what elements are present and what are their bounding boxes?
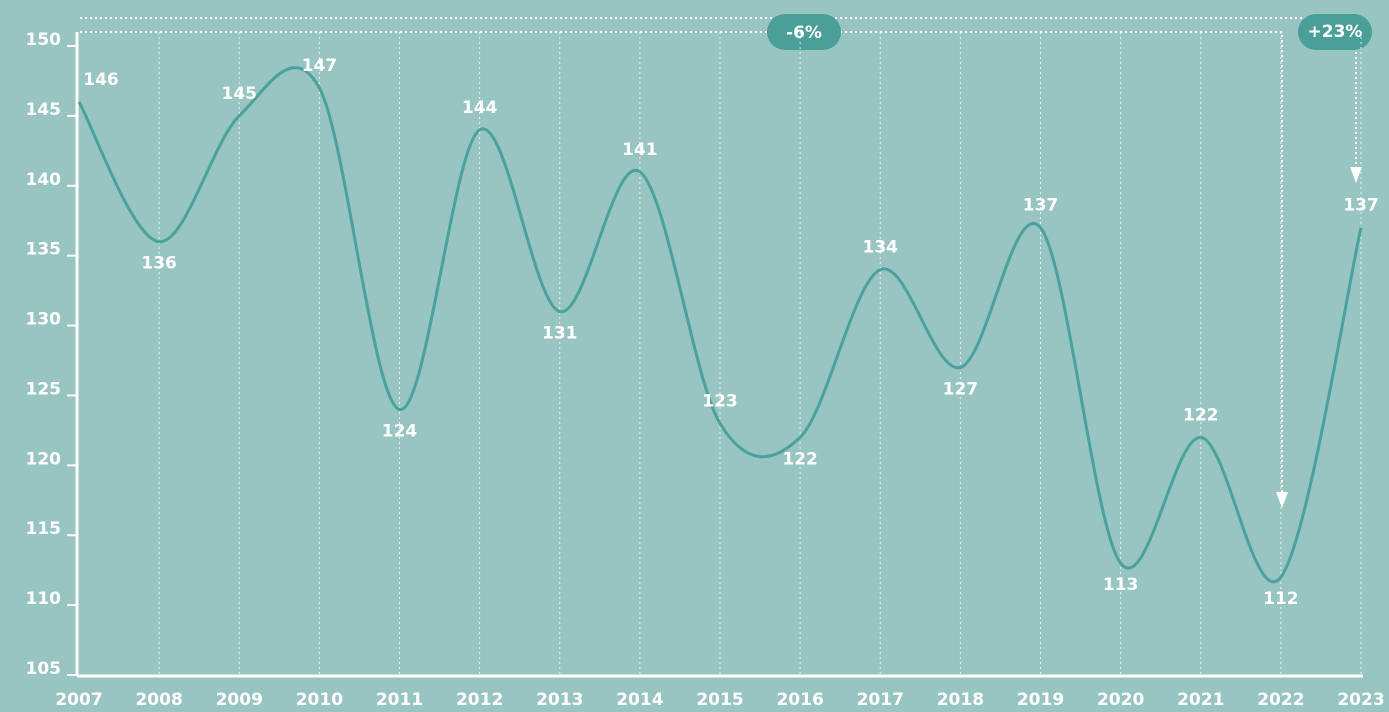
data-label: 136 <box>141 254 177 274</box>
data-label: 122 <box>1183 405 1219 425</box>
annotation-arrows <box>80 17 1357 495</box>
y-tick-label: 140 <box>26 170 62 190</box>
x-tick-label: 2012 <box>456 690 503 710</box>
y-tick-label: 115 <box>26 519 62 539</box>
data-label: 144 <box>462 98 498 118</box>
data-label: 112 <box>1263 589 1299 609</box>
y-tick-label: 130 <box>26 310 62 330</box>
annotation: -6% <box>786 23 822 43</box>
data-label: 123 <box>702 391 738 411</box>
x-tick-label: 2008 <box>135 690 182 710</box>
y-tick-label: 110 <box>26 589 62 609</box>
x-tick-label: 2019 <box>1017 690 1064 710</box>
data-label: 141 <box>622 140 658 160</box>
data-label: 137 <box>1023 196 1059 216</box>
data-label: 122 <box>782 449 818 469</box>
x-tick-label: 2013 <box>536 690 583 710</box>
annotation-pill <box>767 14 841 50</box>
arrow-line <box>80 31 1283 495</box>
x-tick-label: 2016 <box>776 690 823 710</box>
data-label: 146 <box>83 70 119 90</box>
x-tick-label: 2011 <box>376 690 423 710</box>
data-label: 145 <box>222 84 258 104</box>
x-tick-label: 2021 <box>1177 690 1224 710</box>
data-label: 131 <box>542 324 578 344</box>
x-tick-label: 2018 <box>937 690 984 710</box>
data-label: 147 <box>302 56 338 76</box>
y-tick-label: 105 <box>26 659 62 679</box>
y-tick-label: 135 <box>26 240 62 260</box>
x-tick-label: 2017 <box>857 690 904 710</box>
y-tick-label: 125 <box>26 379 62 399</box>
x-tick-label: 2010 <box>296 690 343 710</box>
x-tick-label: 2022 <box>1257 690 1304 710</box>
y-tick-label: 145 <box>26 100 62 120</box>
x-tick-label: 2023 <box>1337 690 1384 710</box>
data-label: 113 <box>1103 575 1139 595</box>
data-label: 124 <box>382 421 418 441</box>
x-tick-label: 2015 <box>696 690 743 710</box>
line <box>77 66 1363 583</box>
x-tick-label: 2020 <box>1097 690 1144 710</box>
y-tick-label: 150 <box>26 30 62 50</box>
x-tick-label: 2014 <box>616 690 663 710</box>
data-label: 127 <box>943 379 979 399</box>
arrow-head <box>1276 492 1288 508</box>
annotation: +23% <box>1308 22 1363 42</box>
data-label: 137 <box>1343 196 1379 216</box>
y-tick-label: 120 <box>26 449 62 469</box>
arrow-head <box>1350 167 1362 183</box>
data-label: 134 <box>863 238 899 258</box>
x-tick-label: 2007 <box>55 690 102 710</box>
x-tick-label: 2009 <box>216 690 263 710</box>
annotation-pill <box>1298 14 1372 50</box>
arrow-line <box>80 17 1357 170</box>
